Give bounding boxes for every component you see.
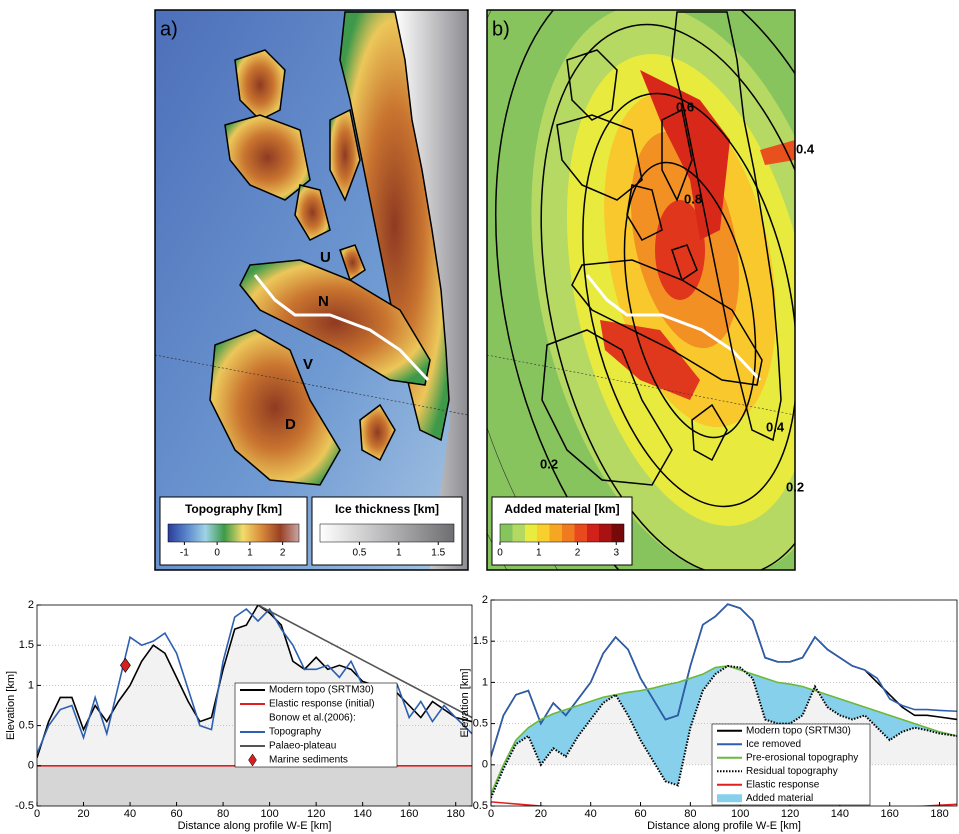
colorbar xyxy=(168,524,299,542)
legend-label: Modern topo (SRTM30) xyxy=(269,685,374,696)
x-tick-label: 160 xyxy=(881,808,899,820)
shading-below xyxy=(37,766,472,806)
x-tick-label: 180 xyxy=(447,808,465,820)
legend-label: Ice removed xyxy=(746,739,801,750)
contour-label: 0.2 xyxy=(786,479,804,494)
legend-label: Elastic response (initial) xyxy=(269,699,375,710)
x-tick-label: 80 xyxy=(684,808,696,820)
legend-label: Elastic response xyxy=(746,779,820,790)
x-tick-label: 160 xyxy=(400,808,418,820)
colorbar-tick-label: 2 xyxy=(575,548,581,559)
x-tick-label: 20 xyxy=(77,808,89,820)
legend-label: Modern topo (SRTM30) xyxy=(746,725,851,736)
y-tick-label: 0.5 xyxy=(19,720,34,732)
legend-label: Topography xyxy=(269,727,321,738)
y-tick-label: 0 xyxy=(28,760,34,772)
y-tick-label: 0.5 xyxy=(473,718,488,730)
x-tick-label: 40 xyxy=(124,808,136,820)
colorbar-tick-label: 0.5 xyxy=(352,548,366,559)
colorbar-tick-label: 1 xyxy=(247,548,253,559)
legend-label: Residual topography xyxy=(746,766,838,777)
map-label: N xyxy=(318,293,329,310)
colorbar-title: Added material [km] xyxy=(504,502,619,516)
y-tick-label: 1 xyxy=(482,676,488,688)
y-tick-label: 1.5 xyxy=(19,639,34,651)
colorbar xyxy=(500,524,624,542)
figure: a) b) c) d) U N V D 0.60.80.40.40.20.2To… xyxy=(0,0,959,834)
contour-label: 0.8 xyxy=(684,191,702,206)
legend-label: Added material xyxy=(746,793,813,804)
x-tick-label: 80 xyxy=(217,808,229,820)
colorbar-tick-label: 1 xyxy=(396,548,402,559)
x-tick-label: 180 xyxy=(930,808,948,820)
x-tick-label: 120 xyxy=(307,808,325,820)
panel-label: b) xyxy=(492,18,510,40)
colorbar-tick-label: 0 xyxy=(497,548,503,559)
legend-label: Marine sediments xyxy=(269,755,348,766)
colorbar xyxy=(320,524,454,542)
colorbar-tick-label: 0 xyxy=(214,548,220,559)
panel-label: a) xyxy=(160,18,178,40)
colorbar-title: Topography [km] xyxy=(185,502,282,516)
x-tick-label: 0 xyxy=(488,808,494,820)
y-tick-label: 1 xyxy=(28,679,34,691)
y-axis-label: Elevation [km] xyxy=(5,671,17,740)
colorbar-title: Ice thickness [km] xyxy=(335,502,439,516)
legend-label: Pre-erosional topography xyxy=(746,752,858,763)
x-axis-label: Distance along profile W-E [km] xyxy=(178,820,332,832)
colorbar-tick-label: 3 xyxy=(613,548,619,559)
contour-label: 0.2 xyxy=(540,456,558,471)
contour-label: 0.4 xyxy=(766,419,785,434)
x-axis-label: Distance along profile W-E [km] xyxy=(647,820,801,832)
x-tick-label: 100 xyxy=(260,808,278,820)
y-axis-label: Elevation [km] xyxy=(459,668,471,737)
legend-swatch xyxy=(717,794,742,802)
y-tick-label: 0 xyxy=(482,759,488,771)
x-tick-label: 60 xyxy=(170,808,182,820)
colorbar-tick-label: 1 xyxy=(536,548,542,559)
x-tick-label: 40 xyxy=(585,808,597,820)
map-label: V xyxy=(303,356,313,373)
map-label: D xyxy=(285,416,296,433)
map-label: U xyxy=(320,249,331,266)
x-tick-label: 140 xyxy=(831,808,849,820)
contour-label: 0.6 xyxy=(676,99,694,114)
contour-label: 0.4 xyxy=(796,141,815,156)
legend-note: Bonow et al.(2006): xyxy=(269,713,356,724)
colorbar-tick-label: 1.5 xyxy=(431,548,445,559)
x-tick-label: 100 xyxy=(731,808,749,820)
y-tick-label: -0.5 xyxy=(15,800,34,812)
colorbar-tick-label: -1 xyxy=(180,548,189,559)
colorbar-tick-label: 2 xyxy=(280,548,286,559)
x-tick-label: 140 xyxy=(353,808,371,820)
x-tick-label: 60 xyxy=(634,808,646,820)
x-tick-label: 120 xyxy=(781,808,799,820)
y-tick-label: -0.5 xyxy=(469,800,488,812)
x-tick-label: 0 xyxy=(34,808,40,820)
map-a xyxy=(155,10,468,570)
y-tick-label: 2 xyxy=(28,599,34,611)
x-tick-label: 20 xyxy=(535,808,547,820)
y-tick-label: 2 xyxy=(482,594,488,606)
y-tick-label: 1.5 xyxy=(473,635,488,647)
legend-label: Palaeo-plateau xyxy=(269,741,336,752)
